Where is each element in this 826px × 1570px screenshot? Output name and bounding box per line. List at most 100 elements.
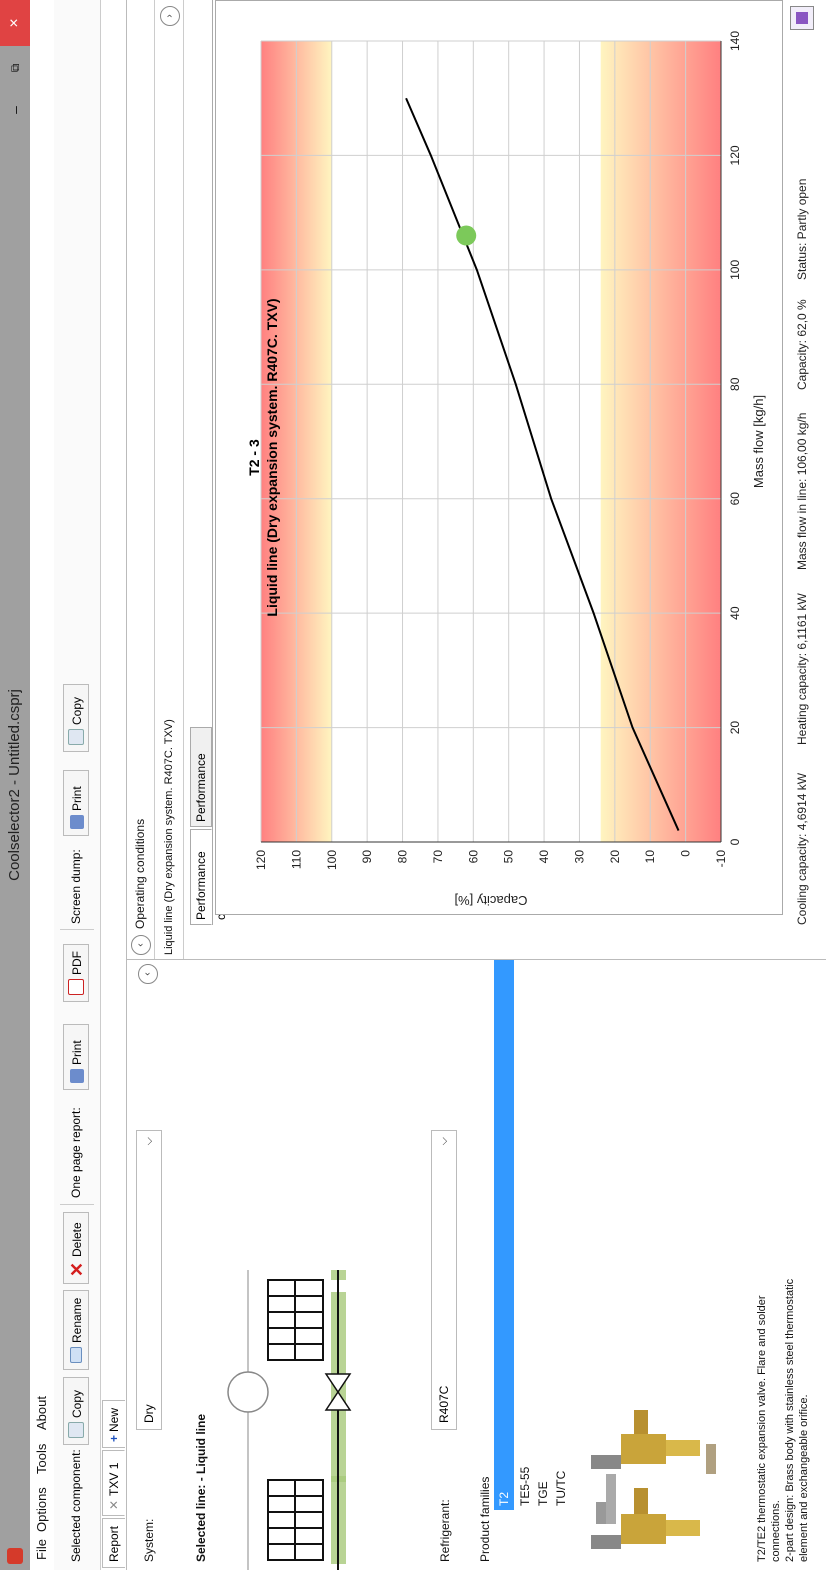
- refrigerant-select[interactable]: R407C ⌵: [431, 1130, 457, 1430]
- system-label: System:: [142, 1518, 156, 1562]
- y-tick-label: 20: [608, 850, 622, 864]
- y-tick-label: 120: [254, 850, 268, 870]
- rename-button[interactable]: Rename: [63, 1290, 89, 1370]
- one-page-report-label: One page report:: [69, 1107, 83, 1198]
- x-tick-label: 80: [728, 377, 742, 391]
- printer-icon: [70, 815, 84, 829]
- copy-icon: [68, 1422, 84, 1438]
- collapse-operating-button[interactable]: ‹: [131, 935, 151, 955]
- y-tick-label: 0: [679, 850, 693, 857]
- description-line-3: 2-part design: Brass body with stainless…: [784, 1278, 796, 1562]
- status-state: Status: Partly open: [795, 178, 809, 280]
- y-tick-label: 30: [572, 850, 586, 864]
- close-tab-icon[interactable]: ✕: [107, 1499, 121, 1510]
- report-print-button[interactable]: Print: [63, 1024, 89, 1090]
- screen-dump-label: Screen dump:: [69, 849, 83, 924]
- chevron-down-icon: ⌵: [438, 1137, 450, 1146]
- system-schematic[interactable]: [218, 960, 398, 1570]
- selected-line-text: Selected line: - Liquid line: [194, 1413, 208, 1562]
- delete-button[interactable]: ✕Delete: [63, 1212, 89, 1284]
- refrigerant-label: Refrigerant:: [438, 1499, 452, 1562]
- x-tick-label: 100: [728, 260, 742, 280]
- minimize-button[interactable]: –: [7, 106, 23, 114]
- screen-print-button[interactable]: Print: [63, 770, 89, 836]
- toolbar-separator: [60, 929, 94, 930]
- printer-icon: [70, 1069, 84, 1083]
- x-tick-label: 60: [728, 492, 742, 506]
- line-header: Liquid line (Dry expansion system. R407C…: [155, 0, 184, 959]
- tab-divider: [212, 0, 213, 925]
- operating-conditions-label: Operating conditions: [133, 818, 147, 929]
- status-cooling: Cooling capacity: 4,6914 kW: [795, 772, 809, 925]
- menu-tools[interactable]: Tools: [34, 1443, 49, 1474]
- copy-icon: [68, 729, 84, 745]
- performance-line: [405, 97, 680, 831]
- description-line-4: element and exchangeable orifice.: [798, 1394, 810, 1562]
- y-tick-label: 60: [466, 850, 480, 864]
- y-tick-label: 40: [537, 850, 551, 864]
- tab-txv1[interactable]: ✕TXV 1: [102, 1450, 125, 1516]
- shaded-band: [600, 41, 722, 842]
- tab-report[interactable]: Report: [102, 1518, 125, 1568]
- product-families-label: Product families: [478, 1476, 492, 1562]
- status-heating: Heating capacity: 6,1161 kW: [795, 593, 809, 745]
- menu-bar: File Options Tools About: [30, 0, 55, 1570]
- maximize-button[interactable]: ⧉: [8, 63, 22, 73]
- y-tick-label: 10: [643, 850, 657, 864]
- description-line-1: T2/TE2 thermostatic expansion valve. Fla…: [756, 1295, 768, 1562]
- chevron-down-icon: ⌵: [143, 1137, 155, 1146]
- collapse-left-button[interactable]: ‹: [138, 964, 158, 984]
- menu-about[interactable]: About: [34, 1396, 49, 1430]
- export-icon[interactable]: [790, 6, 814, 30]
- pdf-button[interactable]: PDF: [63, 944, 89, 1002]
- x-tick-label: 40: [728, 606, 742, 620]
- tab-performance-curve[interactable]: Performance curve: [190, 829, 228, 925]
- y-tick-label: -10: [714, 850, 728, 868]
- x-tick-label: 20: [728, 721, 742, 735]
- y-tick-label: 50: [502, 850, 516, 864]
- operating-conditions-header[interactable]: ‹ Operating conditions: [126, 0, 155, 959]
- product-image: [591, 1410, 716, 1549]
- description-line-2: connections.: [770, 1500, 782, 1562]
- family-item-te5-55[interactable]: TE5-55: [518, 1466, 532, 1506]
- y-tick-label: 80: [396, 850, 410, 864]
- y-tick-label: 70: [431, 850, 445, 864]
- x-axis-label: Mass flow [kg/h]: [751, 395, 766, 488]
- operating-point: [456, 225, 477, 246]
- screen-copy-button[interactable]: Copy: [63, 684, 89, 752]
- rename-icon: [70, 1347, 82, 1363]
- family-item-tge[interactable]: TGE: [536, 1481, 550, 1506]
- compressor-icon: [227, 1371, 269, 1413]
- component-panel: System: Dry ⌵ ‹ Selected line: - Liquid l…: [126, 959, 826, 1570]
- chart-subtitle: Liquid line (Dry expansion system. R407C…: [264, 298, 280, 617]
- system-select[interactable]: Dry ⌵: [136, 1130, 162, 1430]
- toolbar: Selected component: Copy Rename ✕Delete …: [54, 0, 101, 1570]
- x-tick-label: 120: [728, 145, 742, 165]
- status-massflow: Mass flow in line: 106,00 kg/h: [795, 412, 809, 570]
- line-header-text: Liquid line (Dry expansion system. R407C…: [163, 719, 175, 955]
- evaporator-icon: [267, 1279, 324, 1361]
- x-tick-label: 140: [728, 31, 742, 51]
- expand-right-button[interactable]: ›: [160, 6, 180, 26]
- plus-icon: +: [107, 1434, 121, 1442]
- chart-title: T2 - 3: [246, 439, 262, 476]
- tab-new[interactable]: +New: [102, 1400, 125, 1448]
- copy-button[interactable]: Copy: [63, 1377, 89, 1445]
- condenser-icon: [267, 1479, 324, 1561]
- status-capacity: Capacity: 62,0 %: [795, 299, 809, 390]
- chart-svg: 020406080100120140-100102030405060708090…: [254, 31, 766, 908]
- window-title: Coolselector2 - Untitled.csprj: [6, 689, 23, 881]
- menu-options[interactable]: Options: [34, 1487, 49, 1532]
- y-tick-label: 100: [325, 850, 339, 870]
- selected-component-label: Selected component:: [69, 1449, 83, 1562]
- title-bar: Coolselector2 - Untitled.csprj – ⧉ ×: [0, 0, 30, 1570]
- expansion-valve-icon: [324, 1373, 352, 1411]
- family-item-t2[interactable]: T2: [494, 960, 514, 1510]
- tab-performance-details[interactable]: Performance details: [190, 727, 228, 827]
- y-axis-label: Capacity [%]: [455, 893, 528, 908]
- menu-file[interactable]: File: [34, 1539, 49, 1560]
- delete-icon: ✕: [67, 1261, 87, 1277]
- y-tick-label: 90: [360, 850, 374, 864]
- close-button[interactable]: ×: [0, 0, 30, 46]
